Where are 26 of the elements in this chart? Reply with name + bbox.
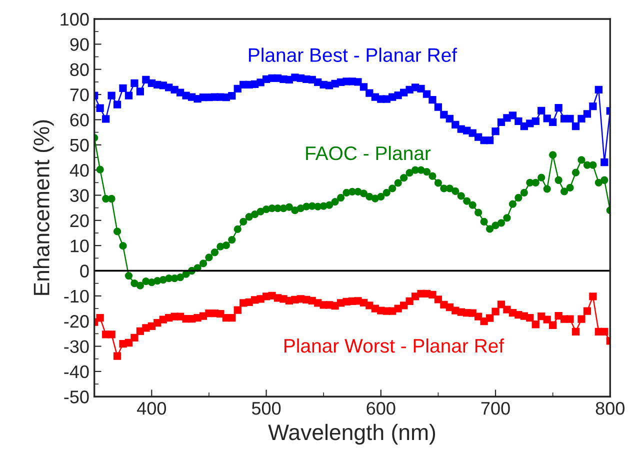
y-tick-label: 10: [70, 240, 89, 252]
series-label: Planar Worst - Planar Ref: [284, 338, 504, 353]
x-tick-label: 800: [596, 402, 624, 415]
y-tick-label: 80: [70, 63, 89, 76]
y-tick-label: 100: [60, 12, 89, 26]
y-tick-label: 0: [80, 264, 89, 278]
x-tick-label: 400: [137, 402, 166, 415]
y-axis-title: Enhancement (%): [33, 120, 54, 295]
y-tick-label: -20: [64, 315, 89, 328]
x-tick-label: 500: [252, 402, 281, 415]
y-tick-label: 20: [70, 214, 89, 228]
y-tick-label: 30: [70, 189, 89, 202]
x-tick-label: 600: [366, 402, 396, 415]
y-tick-label: -40: [64, 365, 89, 378]
x-tick-label: 700: [481, 402, 510, 415]
y-tick-label: 50: [70, 138, 89, 152]
y-tick-label: 40: [70, 164, 89, 177]
x-axis-title: Wavelength (nm): [268, 424, 436, 445]
y-tick-label: -50: [64, 390, 89, 404]
y-tick-label: 70: [70, 88, 89, 102]
y-tick-label: -10: [64, 290, 89, 303]
series-label: Planar Best - Planar Ref: [249, 48, 458, 62]
series-label: FAOC - Planar: [306, 146, 431, 160]
y-tick-label: 60: [70, 114, 89, 126]
y-tick-label: -30: [64, 340, 89, 353]
y-tick-label: 90: [70, 38, 89, 51]
